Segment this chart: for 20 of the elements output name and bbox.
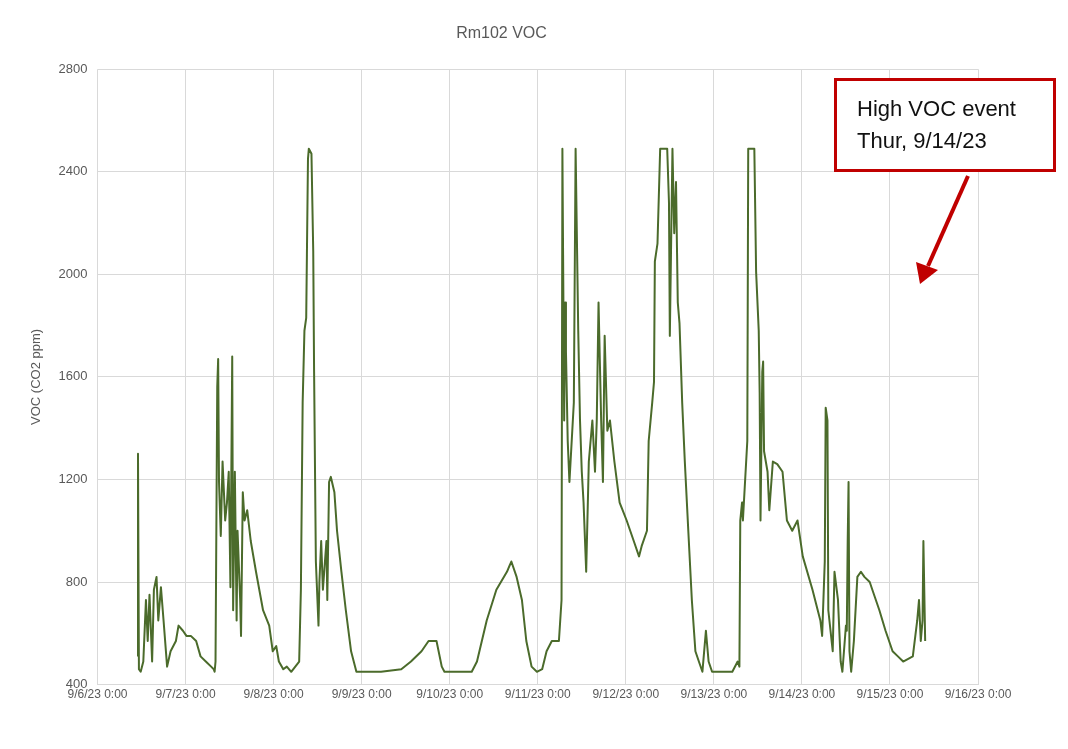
x-tick-label: 9/13/23 0:00 bbox=[680, 687, 748, 702]
y-tick-label: 1200 bbox=[58, 471, 88, 487]
x-tick-label: 9/12/23 0:00 bbox=[592, 687, 660, 702]
x-tick-label: 9/16/23 0:00 bbox=[944, 687, 1012, 702]
x-tick-label: 9/15/23 0:00 bbox=[856, 687, 924, 702]
x-tick-label: 9/10/23 0:00 bbox=[416, 687, 484, 702]
x-tick-label: 9/6/23 0:00 bbox=[67, 687, 128, 702]
y-tick-label: 2000 bbox=[58, 265, 88, 281]
y-tick-label: 2400 bbox=[58, 163, 88, 179]
y-axis-title: VOC (CO2 ppm) bbox=[28, 328, 44, 425]
x-tick-label: 9/9/23 0:00 bbox=[331, 687, 393, 702]
y-tick-label: 2800 bbox=[58, 60, 88, 76]
chart-title: Rm102 VOC bbox=[456, 24, 547, 42]
y-tick-label: 800 bbox=[65, 573, 88, 589]
x-tick-label: 9/11/23 0:00 bbox=[504, 687, 571, 702]
annotation: High VOC event Thur, 9/14/23 bbox=[834, 78, 1056, 172]
y-tick-label: 1600 bbox=[58, 368, 88, 384]
x-tick-label: 9/7/23 0:00 bbox=[155, 687, 216, 702]
x-tick-label: 9/8/23 0:00 bbox=[243, 687, 304, 702]
x-tick-label: 9/14/23 0:00 bbox=[768, 687, 836, 702]
